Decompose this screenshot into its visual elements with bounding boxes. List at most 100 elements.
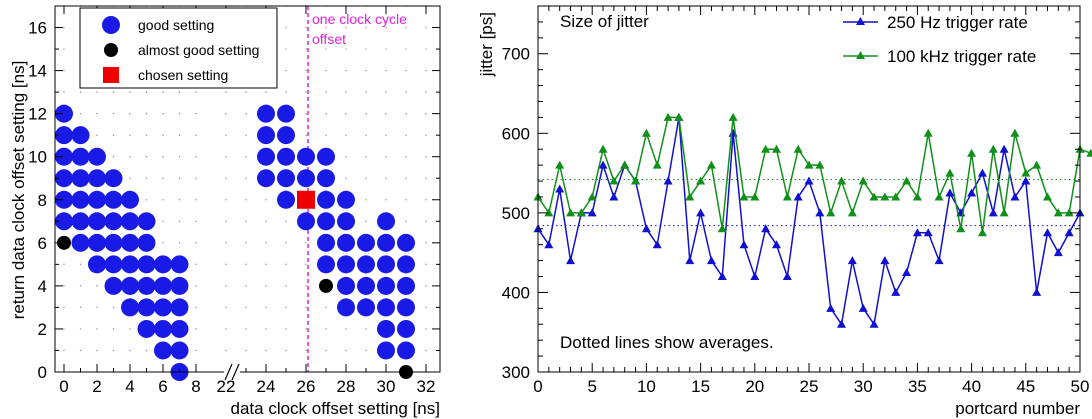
grid-dot	[345, 134, 347, 136]
data-point	[1042, 228, 1052, 237]
legend-green-triangle-icon	[856, 51, 865, 59]
grid-dot	[325, 112, 327, 115]
grid-dot	[195, 177, 197, 179]
x-tick-label: 6	[158, 377, 167, 396]
good-point	[357, 298, 375, 317]
grid-dot	[305, 242, 307, 244]
good-point	[88, 169, 106, 188]
grid-dot	[265, 220, 267, 222]
grid-dot	[425, 91, 427, 93]
grid-dot	[79, 349, 82, 352]
grid-dot	[305, 328, 307, 330]
good-point	[257, 104, 275, 123]
data-point	[793, 144, 803, 153]
good-point	[170, 319, 189, 338]
good-point	[377, 255, 395, 274]
good-point	[71, 147, 90, 166]
grid-dot	[345, 26, 347, 29]
grid-dot	[385, 177, 387, 179]
grid-dot	[345, 48, 347, 50]
grid-dot	[425, 112, 427, 115]
data-point	[815, 208, 825, 217]
x-tick-label: 25	[800, 377, 819, 396]
right-annotation: Dotted lines show averages.	[560, 333, 774, 352]
grid-dot	[63, 69, 65, 72]
good-point	[357, 276, 375, 295]
grid-dot	[63, 48, 65, 50]
y-tick-label: 400	[502, 283, 530, 302]
grid-dot	[365, 48, 367, 50]
axis-break-icon	[224, 363, 240, 381]
data-point	[967, 188, 977, 197]
grid-dot	[225, 177, 227, 179]
good-point	[170, 276, 189, 295]
grid-dot	[112, 156, 115, 158]
grid-dot	[385, 112, 387, 115]
data-point	[696, 208, 706, 217]
grid-dot	[365, 134, 367, 136]
good-point	[357, 233, 375, 252]
grid-dot	[96, 349, 98, 352]
legend: good setting almost good setting chosen …	[79, 7, 278, 89]
data-point	[771, 144, 781, 153]
good-point	[317, 233, 335, 252]
grid-dot	[425, 177, 427, 179]
good-point	[377, 233, 395, 252]
grid-dot	[145, 349, 148, 352]
good-point	[154, 319, 172, 338]
grid-dot	[245, 177, 247, 179]
grid-dot	[425, 156, 427, 158]
grid-dot	[265, 91, 267, 93]
grid-dot	[178, 242, 181, 244]
good-point	[104, 276, 123, 295]
grid-dot	[385, 134, 387, 136]
grid-dot	[112, 328, 115, 330]
grid-dot	[405, 48, 407, 50]
good-point	[317, 255, 335, 274]
grid-dot	[285, 69, 287, 72]
grid-dot	[405, 69, 407, 72]
grid-dot	[195, 199, 197, 201]
good-point	[121, 298, 139, 317]
data-point	[934, 256, 944, 265]
grid-dot	[285, 328, 287, 330]
good-point	[137, 319, 156, 338]
grid-dot	[265, 242, 267, 244]
data-point	[750, 272, 760, 281]
good-point	[277, 104, 295, 123]
grid-dot	[385, 91, 387, 93]
good-point	[154, 276, 172, 295]
data-point	[750, 192, 760, 201]
y-tick-label: 6	[38, 234, 47, 253]
data-point	[880, 192, 890, 201]
data-point	[945, 188, 955, 197]
left-frame	[54, 5, 441, 373]
good-point	[397, 276, 415, 295]
grid-dot	[345, 328, 347, 330]
grid-dot	[96, 134, 98, 136]
good-point	[337, 298, 355, 317]
data-point	[967, 148, 977, 157]
grid-dot	[162, 134, 164, 136]
grid-dot	[425, 134, 427, 136]
y-tick-label: 14	[28, 62, 47, 81]
data-point	[880, 256, 890, 265]
data-point	[674, 112, 684, 121]
grid-dot	[145, 199, 148, 201]
good-point	[154, 298, 172, 317]
grid-dot	[245, 199, 247, 201]
y-tick-label: 700	[502, 45, 530, 64]
good-point	[55, 126, 73, 145]
data-point	[891, 287, 901, 296]
grid-dot	[225, 328, 227, 330]
grid-dot	[162, 199, 164, 201]
grid-dot	[63, 328, 65, 330]
data-point	[609, 192, 619, 201]
grid-dot	[79, 328, 82, 330]
grid-dot	[178, 177, 181, 179]
good-point	[71, 169, 90, 188]
grid-dot	[325, 328, 327, 330]
annotation-line-2: offset	[312, 31, 346, 47]
grid-dot	[145, 156, 148, 158]
